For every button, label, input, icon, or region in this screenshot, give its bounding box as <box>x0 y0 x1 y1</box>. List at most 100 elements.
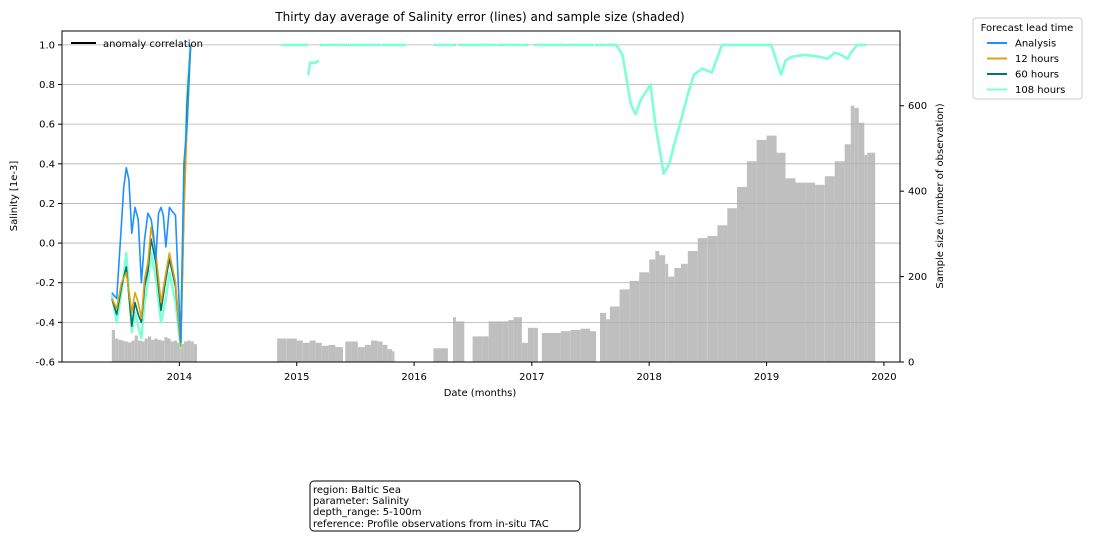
sample-size-bar <box>309 340 316 362</box>
sample-size-bar <box>382 344 388 362</box>
sample-size-bar <box>756 139 767 362</box>
y2-tick-label: 200 <box>908 272 927 283</box>
legend-box <box>972 17 1083 100</box>
sample-size-bar <box>629 280 640 362</box>
sample-size-bar <box>177 342 181 362</box>
info-depth-range: depth_range: 5-100m <box>313 507 422 518</box>
sample-size-bar <box>111 330 115 362</box>
sample-size-bar <box>118 339 122 362</box>
x-axis-ticks: 2014 2015 2016 2017 2018 2019 2020 <box>167 362 897 383</box>
y-tick-label: 1.0 <box>39 40 55 51</box>
sample-size-bar <box>482 336 489 362</box>
sample-size-bar <box>560 331 571 362</box>
sample-size-bar <box>854 107 859 363</box>
sample-size-bar <box>864 154 868 362</box>
sample-size-bar <box>805 182 816 362</box>
sample-size-bar <box>286 338 297 362</box>
sample-size-bar <box>674 268 682 362</box>
sample-size-bar <box>453 317 456 362</box>
sample-size-bar <box>727 208 737 362</box>
x-tick-label: 2015 <box>284 372 309 383</box>
legend-label: Analysis <box>1015 39 1056 50</box>
sample-size-bar <box>335 347 343 362</box>
y-tick-label: 0.2 <box>39 199 55 210</box>
correlation-line <box>307 59 320 75</box>
sample-size-bar <box>527 327 533 362</box>
sample-size-bar <box>687 251 698 362</box>
y-axis-ticks: -0.6 -0.4 -0.2 0.0 0.2 0.4 0.6 0.8 1.0 <box>35 40 62 369</box>
sample-size-bar <box>357 347 365 362</box>
info-parameter: parameter: Salinity <box>313 496 409 507</box>
sample-size-bar <box>659 255 666 362</box>
sample-size-bar <box>570 330 581 362</box>
sample-size-bar <box>321 345 329 362</box>
info-box-frame <box>309 480 581 532</box>
sample-size-bar <box>115 338 119 362</box>
sample-size-bar <box>351 341 358 362</box>
sample-size-bar <box>533 327 538 362</box>
sample-size-bar <box>737 186 747 362</box>
legend-title: Forecast lead time <box>981 23 1074 34</box>
sample-size-bar <box>580 328 590 362</box>
anomaly-legend: anomaly correlation <box>71 39 203 50</box>
y2-tick-label: 600 <box>908 101 927 112</box>
x-tick-label: 2018 <box>636 372 661 383</box>
sample-size-bar <box>328 344 336 362</box>
sample-size-bar <box>495 321 503 362</box>
sample-size-bar <box>776 152 786 362</box>
sample-size-bar <box>141 341 145 362</box>
sample-size-bar <box>815 184 825 362</box>
sample-size-bar <box>137 340 142 362</box>
y-tick-label: 0.0 <box>39 239 55 250</box>
sample-size-bar <box>850 105 855 362</box>
sample-size-bar <box>717 225 728 362</box>
sample-size-bar <box>795 182 806 362</box>
y-tick-label: 0.4 <box>39 159 55 170</box>
sample-size-bar <box>639 272 650 362</box>
sample-size-bar <box>502 321 509 362</box>
sample-size-bar <box>824 176 835 362</box>
x-tick-label: 2014 <box>167 372 192 383</box>
sample-size-bar <box>183 341 188 362</box>
x-tick-label: 2020 <box>871 372 896 383</box>
sample-size-bar <box>180 344 184 362</box>
correlation-line <box>594 44 866 175</box>
legend-label: 60 hours <box>1015 70 1059 81</box>
sample-size-bar <box>766 135 777 362</box>
info-box: region: Baltic Sea parameter: Salinity d… <box>309 480 581 532</box>
legend-items: Analysis 12 hours 60 hours 108 hours <box>987 39 1065 96</box>
plot-frame <box>61 30 901 363</box>
y-axis-title: Salinity [1e-3] <box>9 161 20 232</box>
y2-axis-title: Sample size (number of observation) <box>935 103 946 288</box>
sample-size-bar <box>151 339 155 362</box>
y-tick-label: 0.8 <box>39 80 55 91</box>
sample-size-bar <box>147 336 152 362</box>
sample-size-bar <box>371 340 378 362</box>
y-tick-label: -0.4 <box>35 318 55 329</box>
sample-size-bar <box>681 263 688 362</box>
sample-size-bar <box>697 238 708 362</box>
sample-size-bar <box>609 306 620 362</box>
x-tick-label: 2019 <box>754 372 779 383</box>
sample-size-bar <box>668 276 675 362</box>
sample-size-bar <box>600 312 607 362</box>
sample-size-bar <box>392 351 395 362</box>
correlation-line <box>594 43 866 175</box>
sample-size-bar <box>590 331 597 362</box>
x-axis-title: Date (months) <box>444 388 517 399</box>
sample-size-bar <box>345 341 352 362</box>
x-tick-label: 2017 <box>519 372 544 383</box>
correlation-lines <box>281 43 866 175</box>
sample-size-bar <box>187 340 191 362</box>
y-tick-label: -0.2 <box>35 278 55 289</box>
sample-size-bar <box>193 344 197 362</box>
sample-size-bar <box>302 342 310 362</box>
sample-size-bar <box>315 342 322 362</box>
sample-size-bar <box>296 340 303 362</box>
sample-size-bar <box>134 335 138 362</box>
series-line-analysis <box>111 44 192 343</box>
sample-size-bar <box>433 348 448 362</box>
sample-size-bar <box>157 339 161 362</box>
sample-size-bar <box>173 340 178 362</box>
